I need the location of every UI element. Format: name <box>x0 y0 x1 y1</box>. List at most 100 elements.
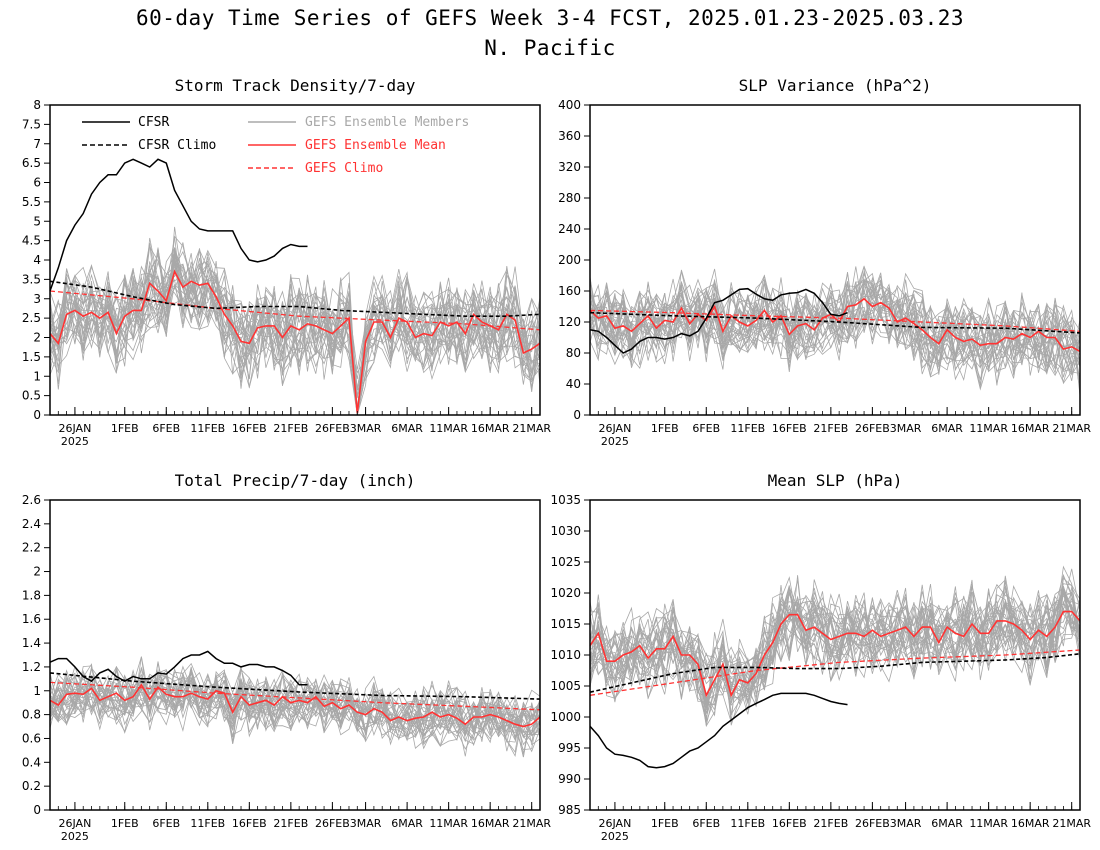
x-tick-label: 11MAR <box>969 817 1008 830</box>
ensemble-member-line <box>589 573 1081 702</box>
series-line-gefs-climo <box>589 309 1081 332</box>
ensemble-member-line <box>589 583 1081 726</box>
x-year-label: 2025 <box>61 435 89 448</box>
ensemble-member-line <box>49 248 541 416</box>
y-tick-label: 3.5 <box>22 272 41 286</box>
y-tick-label: 0.4 <box>22 755 41 769</box>
series-line-cfsr-climo <box>49 672 541 700</box>
y-tick-label: 990 <box>558 772 581 786</box>
x-tick-label: 3MAR <box>890 422 922 435</box>
y-tick-label: 1.5 <box>22 350 41 364</box>
series-line-cfsr-climo <box>49 280 541 318</box>
x-tick-label: 26JAN <box>599 422 632 435</box>
ensemble-member-line <box>589 583 1081 707</box>
y-tick-label: 120 <box>558 315 581 329</box>
x-tick-label: 6MAR <box>931 422 963 435</box>
x-tick-label: 21FEB <box>813 422 848 435</box>
x-tick-label: 1FEB <box>651 422 679 435</box>
y-axis-ticks: 985 990 995 1000 1005 1010 1015 1020 1025 1030 103… <box>550 493 590 817</box>
y-tick-label: 1 <box>33 684 41 698</box>
x-tick-label: 6FEB <box>152 817 180 830</box>
x-tick-label: 11MAR <box>429 817 468 830</box>
y-tick-label: 80 <box>566 346 581 360</box>
series-line-cfsr-climo <box>589 653 1081 693</box>
y-tick-label: 2.6 <box>22 493 41 507</box>
y-tick-label: 360 <box>558 129 581 143</box>
x-axis-ticks: 26JAN 1FEB 6FEB 11FEB 16FEB 21FEB 26FEB 3MAR 6MA… <box>589 802 1091 843</box>
y-tick-label: 1000 <box>550 710 581 724</box>
y-tick-label: 7.5 <box>22 117 41 131</box>
y-tick-label: 200 <box>558 253 581 267</box>
panel-storm-track-density: Storm Track Density/7-day 0 0.5 1 1.5 2 2.5 3 3… <box>22 76 551 448</box>
panel-mean-slp: Mean SLP (hPa) 985 990 995 1000 1005 1010 1015… <box>550 471 1091 843</box>
x-tick-label: 11FEB <box>730 817 765 830</box>
series-lines <box>589 287 1081 354</box>
x-tick-label: 1FEB <box>651 817 679 830</box>
legend-label-gefs-mean: GEFS Ensemble Mean <box>305 138 446 153</box>
y-tick-label: 7 <box>33 137 41 151</box>
series-line-gefs-ensemble-mean <box>589 610 1081 698</box>
x-tick-label: 6MAR <box>931 817 963 830</box>
y-tick-label: 0 <box>33 803 41 817</box>
x-tick-label: 21FEB <box>813 817 848 830</box>
y-tick-label: 400 <box>558 98 581 112</box>
x-tick-label: 21FEB <box>273 422 308 435</box>
series-line-gefs-ensemble-mean <box>589 297 1081 353</box>
y-tick-label: 2.2 <box>22 541 41 555</box>
x-tick-label: 26FEB <box>855 817 890 830</box>
ensemble-member-line <box>589 284 1081 391</box>
x-tick-label: 26JAN <box>59 817 92 830</box>
x-tick-label: 26JAN <box>59 422 92 435</box>
figure-title: 60-day Time Series of GEFS Week 3-4 FCST… <box>135 6 964 30</box>
x-tick-label: 11FEB <box>730 422 765 435</box>
figure-region-subtitle: N. Pacific <box>484 36 616 60</box>
ensemble-member-line <box>589 574 1081 721</box>
plot-frame <box>49 499 541 811</box>
ensemble-member-line <box>589 270 1081 376</box>
legend: CFSR CFSR Climo GEFS Ensemble Members GE… <box>82 115 469 176</box>
y-tick-label: 1.4 <box>22 636 41 650</box>
x-tick-label: 3MAR <box>890 817 922 830</box>
panel-slp-variance: SLP Variance (hPa^2) 0 40 80 120 160 200 240 28… <box>558 76 1091 448</box>
y-tick-label: 1.8 <box>22 588 41 602</box>
series-line-cfsr <box>589 692 848 769</box>
y-tick-label: 4.5 <box>22 234 41 248</box>
y-tick-label: 5.5 <box>22 195 41 209</box>
ensemble-member-line <box>49 265 541 416</box>
legend-label-gefs-climo: GEFS Climo <box>305 161 383 176</box>
ensemble-member-line <box>589 278 1081 382</box>
y-tick-label: 0.8 <box>22 708 41 722</box>
ensemble-member-line <box>49 245 541 416</box>
y-tick-label: 1020 <box>550 586 581 600</box>
x-tick-label: 16MAR <box>1011 422 1050 435</box>
y-tick-label: 1035 <box>550 493 581 507</box>
legend-label-gefs-members: GEFS Ensemble Members <box>305 115 469 130</box>
y-tick-label: 160 <box>558 284 581 298</box>
y-tick-label: 6.5 <box>22 156 41 170</box>
y-tick-label: 995 <box>558 741 581 755</box>
x-tick-label: 21MAR <box>1052 817 1091 830</box>
ensemble-member-line <box>49 669 541 738</box>
ensemble-member-line <box>589 579 1081 701</box>
series-line-cfsr <box>49 650 308 686</box>
legend-label-cfsr-climo: CFSR Climo <box>138 138 216 153</box>
y-tick-label: 0 <box>33 408 41 422</box>
ensemble-member-line <box>590 578 1081 724</box>
series-line-cfsr <box>49 158 308 292</box>
x-tick-label: 6FEB <box>692 817 720 830</box>
x-tick-label: 3MAR <box>350 422 382 435</box>
x-tick-label: 16MAR <box>471 422 510 435</box>
x-tick-label: 11MAR <box>429 422 468 435</box>
ensemble-member-line <box>589 293 1081 384</box>
ensemble-member-lines <box>589 265 1081 396</box>
y-tick-label: 320 <box>558 160 581 174</box>
y-tick-label: 280 <box>558 191 581 205</box>
x-tick-label: 11FEB <box>190 422 225 435</box>
series-lines <box>589 610 1081 769</box>
y-tick-label: 1030 <box>550 524 581 538</box>
y-tick-label: 2.4 <box>22 517 41 531</box>
panel-title: Storm Track Density/7-day <box>175 76 416 95</box>
panel-title: SLP Variance (hPa^2) <box>739 76 932 95</box>
x-tick-label: 21MAR <box>512 817 551 830</box>
ensemble-member-line <box>49 666 541 747</box>
